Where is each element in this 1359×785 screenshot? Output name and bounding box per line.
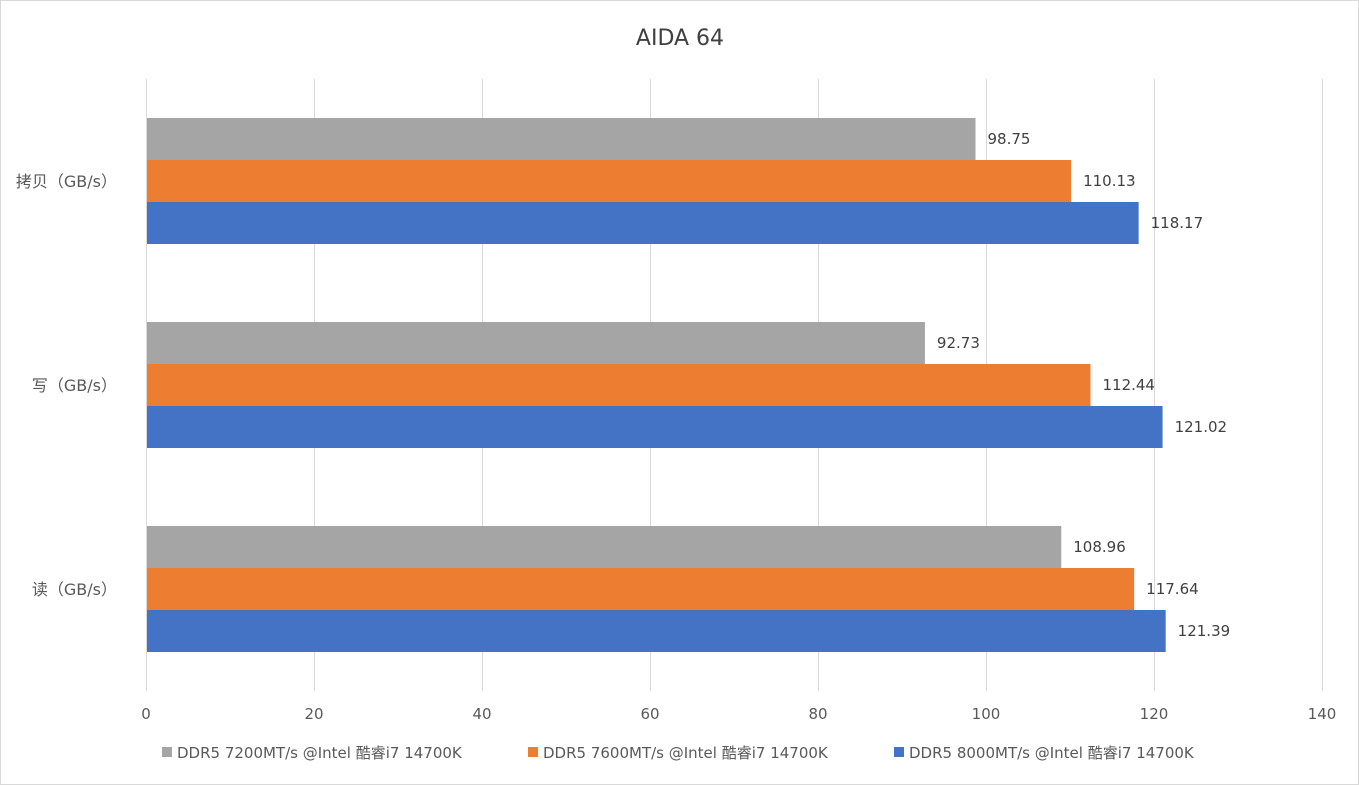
legend-swatch [528,747,538,757]
bar [146,202,1139,244]
bar-data-label: 108.96 [1073,538,1126,556]
axes: 0 20 40 60 80 100 120 140 读（GB/s） 写（GB/s） 拷贝（GB/s） [16,79,1336,723]
bar-data-label: 117.64 [1146,580,1199,598]
y-category-label: 写（GB/s） [32,376,117,395]
bar [146,526,1062,568]
legend-swatch [162,747,172,757]
bar [146,364,1091,406]
legend-label: DDR5 7600MT/s @Intel 酷睿i7 14700K [543,744,829,762]
bar-data-label: 112.44 [1102,376,1155,394]
legend-label: DDR5 7200MT/s @Intel 酷睿i7 14700K [177,744,463,762]
legend-swatch [894,747,904,757]
bar [146,406,1163,448]
bar [146,322,925,364]
bar [146,568,1135,610]
bar [146,610,1166,652]
data-labels: 108.96 117.64 121.39 92.73 112.44 121.02 98.75… [937,130,1230,640]
x-tick-label: 40 [472,705,491,723]
y-category-label: 拷贝（GB/s） [16,172,117,191]
bar [146,118,976,160]
x-tick-label: 60 [640,705,659,723]
bar-data-label: 92.73 [937,334,980,352]
x-tick-label: 120 [1140,705,1169,723]
x-tick-label: 20 [304,705,323,723]
x-tick-label: 140 [1308,705,1337,723]
legend: DDR5 7200MT/s @Intel 酷睿i7 14700K DDR5 760… [162,744,1195,762]
x-tick-label: 80 [808,705,827,723]
bar-data-label: 98.75 [988,130,1031,148]
x-tick-label: 100 [972,705,1001,723]
bar [146,160,1072,202]
legend-label: DDR5 8000MT/s @Intel 酷睿i7 14700K [909,744,1195,762]
bar-data-label: 121.39 [1178,622,1231,640]
y-category-label: 读（GB/s） [32,580,117,599]
bar-data-label: 121.02 [1175,418,1228,436]
bar-data-label: 118.17 [1151,214,1204,232]
chart-title: AIDA 64 [636,26,724,51]
bar-data-label: 110.13 [1083,172,1136,190]
x-tick-label: 0 [141,705,151,723]
bars [146,118,1166,652]
